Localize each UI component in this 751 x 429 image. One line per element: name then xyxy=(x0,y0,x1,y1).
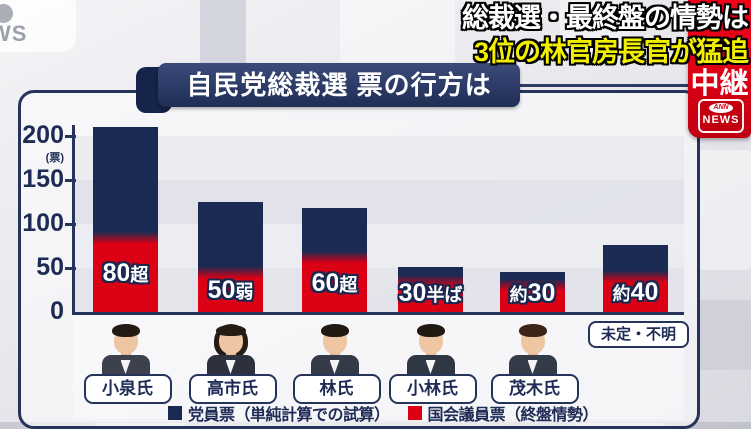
headline-line-2: 3位の林官房長官が猛追 xyxy=(473,37,749,67)
title-connector-line xyxy=(512,84,690,87)
undecided-label-box: 未定・不明 xyxy=(588,321,689,348)
avatar-neck xyxy=(120,350,131,358)
y-tick-mark xyxy=(65,223,76,226)
avatar-shirt xyxy=(527,360,538,374)
legend-label: 国会議員票（終盤情勢） xyxy=(427,407,599,424)
headline-line-1: 総裁選・最終盤の情勢は xyxy=(462,3,749,33)
ann-news-logo: ANN NEWS xyxy=(698,99,744,133)
stacked-bar-5: 約30 xyxy=(500,272,565,312)
y-tick-label: 50 xyxy=(36,253,64,281)
avatar-shirt xyxy=(120,360,131,374)
legend-item-party-votes: 党員票（単純計算での試算） xyxy=(168,401,390,425)
chart-panel-lower-area xyxy=(73,315,684,419)
y-tick-label: 150 xyxy=(22,165,64,193)
avatar-neck xyxy=(527,350,538,358)
stacked-bar-6: 約40 xyxy=(603,245,668,312)
x-axis-line xyxy=(72,312,684,315)
y-axis-unit: (票) xyxy=(45,152,64,164)
candidate-photo-4 xyxy=(403,324,459,374)
bg-decoration xyxy=(700,300,751,370)
avatar-hair xyxy=(215,325,246,336)
channel-logo-icon xyxy=(0,4,13,23)
bar-value-label: 60超 xyxy=(311,268,358,297)
y-tick-label: 100 xyxy=(22,209,64,237)
stacked-bar-3: 60超 xyxy=(302,208,367,312)
avatar-hair xyxy=(518,324,547,337)
live-badge-label: 中継 xyxy=(690,68,749,100)
avatar-hair xyxy=(111,324,140,337)
y-axis-line xyxy=(72,125,75,315)
avatar-shirt xyxy=(329,360,340,374)
legend-swatch-red xyxy=(407,406,422,420)
y-tick-label: 0 xyxy=(50,297,64,325)
legend-label: 党員票（単純計算での試算） xyxy=(188,407,390,424)
avatar-neck xyxy=(329,350,340,358)
news-headline: 総裁選・最終盤の情勢は 3位の林官房長官が猛追 xyxy=(462,1,749,69)
avatar-hair xyxy=(416,324,445,337)
candidate-photo-1 xyxy=(98,324,154,374)
ann-logo-icon: ANN xyxy=(709,103,733,113)
candidate-name-1: 小泉氏 xyxy=(83,374,172,404)
channel-watermark-text: WS xyxy=(0,21,28,46)
stacked-bar-1: 80超 xyxy=(93,127,158,312)
live-badge: 中継 ANN NEWS xyxy=(688,0,751,138)
chart-legend: 党員票（単純計算での試算） 国会議員票（終盤情勢） xyxy=(168,401,599,425)
avatar-neck xyxy=(225,350,236,358)
chart-title-banner: 自民党総裁選 票の行方は xyxy=(158,63,520,107)
y-tick-mark xyxy=(65,267,76,270)
candidate-photo-5 xyxy=(505,324,561,374)
legend-swatch-navy xyxy=(168,406,182,420)
candidate-name-5: 茂木氏 xyxy=(490,374,579,404)
stacked-bar-4: 30半ば xyxy=(398,267,463,312)
avatar-neck xyxy=(425,350,436,358)
avatar-shirt xyxy=(425,360,436,374)
candidate-name-3: 林氏 xyxy=(292,374,381,404)
y-tick-mark xyxy=(65,135,76,138)
stacked-bar-2: 50弱 xyxy=(198,202,263,312)
legend-item-diet-votes: 国会議員票（終盤情勢） xyxy=(407,401,599,425)
bg-decoration xyxy=(340,0,455,62)
avatar-hair xyxy=(320,324,349,337)
bar-value-label: 約40 xyxy=(612,278,659,307)
candidate-name-2: 高市氏 xyxy=(188,374,277,404)
y-tick-label: 200 xyxy=(22,121,64,149)
bar-value-label: 約30 xyxy=(509,278,556,307)
bar-value-label: 50弱 xyxy=(207,276,254,305)
avatar-shirt xyxy=(225,360,236,374)
bar-value-label: 80超 xyxy=(102,259,149,288)
candidate-name-4: 小林氏 xyxy=(388,374,477,404)
channel-watermark: WS xyxy=(0,0,76,52)
bg-decoration xyxy=(697,150,751,270)
y-tick-mark xyxy=(65,179,76,182)
candidate-photo-2 xyxy=(203,324,259,374)
candidate-photo-3 xyxy=(307,324,363,374)
chart-title: 自民党総裁選 票の行方は xyxy=(186,70,492,100)
bar-value-label: 30半ば xyxy=(398,278,463,307)
ann-news-text: NEWS xyxy=(702,114,740,126)
